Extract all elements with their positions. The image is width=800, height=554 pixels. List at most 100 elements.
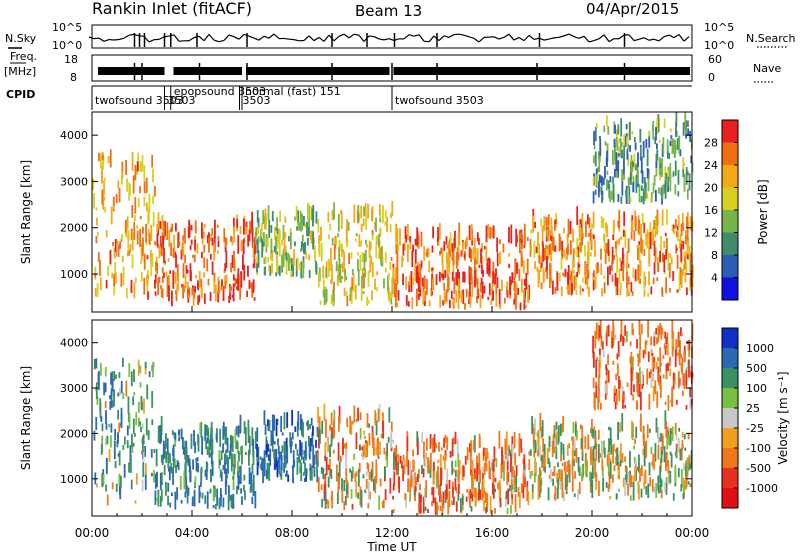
- echo-cell: [614, 241, 617, 249]
- echo-cell: [554, 438, 557, 447]
- echo-cell: [298, 453, 301, 463]
- echo-cell: [635, 460, 637, 465]
- echo-cell: [131, 152, 134, 171]
- echo-cell: [291, 465, 294, 469]
- echo-cell: [233, 250, 235, 267]
- echo-cell: [509, 484, 511, 492]
- echo-cell: [607, 370, 610, 383]
- echo-cell: [371, 206, 374, 222]
- echo-cell: [588, 217, 591, 229]
- echo-cell: [343, 443, 346, 449]
- echo-cell: [683, 373, 686, 386]
- echo-cell: [355, 481, 358, 498]
- echo-cell: [643, 472, 646, 489]
- y-tick-label: 2000: [60, 427, 88, 440]
- echo-cell: [654, 443, 657, 462]
- velocity-colorbar-label: Velocity [m s⁻¹]: [776, 371, 790, 464]
- echo-cell: [423, 455, 426, 467]
- echo-cell: [109, 395, 111, 400]
- echo-cell: [552, 471, 554, 476]
- echo-cell: [507, 445, 510, 452]
- echo-cell: [154, 186, 156, 197]
- echo-cell: [523, 278, 526, 286]
- echo-cell: [448, 479, 451, 490]
- echo-cell: [144, 472, 147, 490]
- echo-cell: [320, 242, 323, 262]
- echo-cell: [636, 339, 638, 349]
- echo-cell: [585, 221, 587, 238]
- echo-cell: [262, 464, 264, 484]
- echo-cell: [644, 182, 647, 199]
- echo-cell: [210, 450, 213, 465]
- echo-cell: [630, 361, 633, 375]
- echo-cell: [316, 458, 318, 477]
- echo-cell: [618, 353, 621, 357]
- echo-cell: [281, 255, 283, 271]
- echo-cell: [210, 473, 212, 482]
- noise-trace-segment: [248, 35, 255, 39]
- echo-cell: [647, 174, 650, 192]
- echo-cell: [379, 441, 381, 455]
- echo-cell: [224, 453, 226, 466]
- echo-cell: [211, 228, 214, 236]
- echo-cell: [161, 215, 164, 231]
- echo-cell: [317, 406, 320, 424]
- echo-cell: [309, 438, 312, 452]
- echo-cell: [344, 269, 347, 276]
- echo-cell: [185, 265, 188, 274]
- echo-cell: [605, 242, 608, 254]
- echo-cell: [268, 219, 271, 238]
- echo-cell: [447, 241, 450, 259]
- echo-cell: [168, 285, 170, 302]
- echo-cell: [634, 216, 637, 232]
- echo-cell: [431, 245, 434, 253]
- echo-cell: [315, 211, 318, 224]
- echo-cell: [310, 465, 313, 481]
- echo-cell: [608, 426, 610, 431]
- echo-cell: [302, 472, 305, 476]
- echo-cell: [686, 170, 689, 176]
- colorbar-swatch: [722, 388, 738, 408]
- echo-cell: [507, 471, 510, 482]
- echo-cell: [397, 290, 400, 301]
- echo-cell: [593, 240, 596, 257]
- echo-cell: [533, 473, 536, 483]
- echo-cell: [402, 466, 404, 482]
- echo-cell: [201, 492, 204, 499]
- echo-cell: [172, 444, 175, 462]
- echo-cell: [457, 268, 459, 287]
- echo-cell: [407, 244, 409, 262]
- echo-cell: [535, 246, 538, 254]
- echo-cell: [283, 232, 286, 250]
- echo-cell: [154, 490, 157, 505]
- echo-cell: [303, 215, 305, 226]
- echo-cell: [686, 254, 689, 260]
- y-tick-label: 3000: [60, 382, 88, 395]
- echo-cell: [397, 243, 400, 251]
- echo-cell: [300, 442, 303, 460]
- echo-cell: [282, 224, 285, 240]
- echo-cell: [237, 268, 240, 286]
- echo-cell: [597, 386, 600, 403]
- echo-cell: [641, 382, 644, 389]
- echo-cell: [441, 258, 444, 274]
- echo-cell: [188, 219, 191, 239]
- noise-trace-segment: [498, 36, 505, 40]
- echo-cell: [101, 435, 104, 452]
- echo-cell: [100, 152, 102, 169]
- echo-cell: [574, 471, 576, 479]
- colorbar-swatch: [722, 120, 738, 143]
- echo-cell: [599, 139, 602, 157]
- echo-cell: [631, 322, 634, 335]
- echo-cell: [652, 385, 655, 402]
- echo-cell: [634, 269, 637, 282]
- echo-cell: [336, 274, 339, 286]
- echo-cell: [642, 448, 645, 456]
- echo-cell: [442, 455, 445, 461]
- echo-cell: [571, 283, 573, 294]
- echo-cell: [247, 234, 250, 247]
- noise-trace-segment: [173, 34, 180, 42]
- echo-cell: [125, 220, 127, 233]
- echo-cell: [139, 165, 142, 173]
